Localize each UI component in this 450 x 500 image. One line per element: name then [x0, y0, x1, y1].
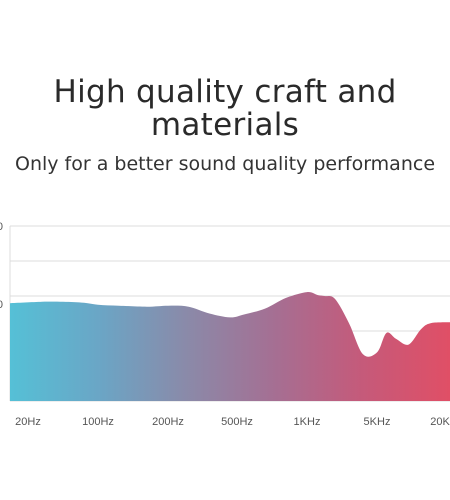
x-tick-label: 20K [430, 416, 450, 428]
headline-line-1: High quality craft and [53, 74, 397, 110]
x-tick-label: 20Hz [15, 416, 41, 428]
x-tick-label: 200Hz [152, 416, 184, 428]
x-tick-label: 500Hz [221, 416, 253, 428]
x-tick-label: 1KHz [294, 416, 321, 428]
y-tick-label: 40 [0, 221, 3, 233]
headline: High quality craft and materials [0, 76, 450, 142]
x-tick-label: 5KHz [364, 416, 391, 428]
y-axis-tick-labels: 0 40 [0, 221, 3, 311]
response-area-group [10, 292, 450, 401]
frequency-response-chart: 20Hz 100Hz 200Hz 500Hz 1KHz 5KHz 20K 0 40 [0, 200, 450, 440]
headline-line-2: materials [150, 107, 300, 143]
x-tick-label: 100Hz [82, 416, 114, 428]
frequency-response-svg: 20Hz 100Hz 200Hz 500Hz 1KHz 5KHz 20K 0 40 [0, 221, 450, 428]
y-tick-label: 0 [0, 299, 3, 311]
response-area [10, 292, 450, 401]
x-axis-tick-labels: 20Hz 100Hz 200Hz 500Hz 1KHz 5KHz 20K [15, 416, 450, 428]
subheadline: Only for a better sound quality performa… [14, 153, 436, 175]
